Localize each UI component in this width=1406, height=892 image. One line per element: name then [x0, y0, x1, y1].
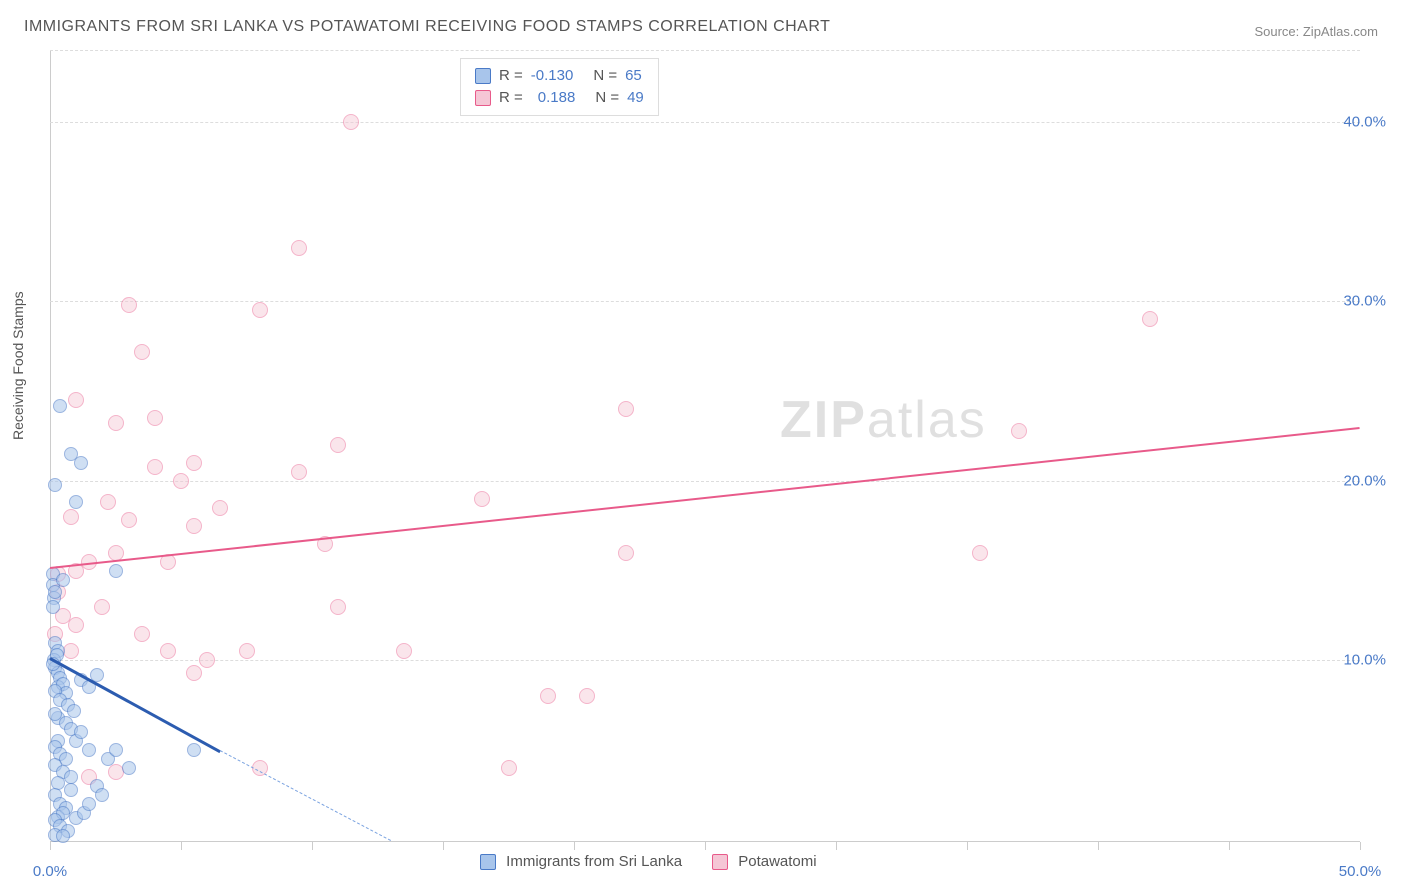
data-point-pink: [474, 491, 490, 507]
correlation-legend-row-blue: R = -0.130 N = 65: [475, 65, 644, 87]
data-point-pink: [501, 760, 517, 776]
legend-swatch-pink: [475, 90, 491, 106]
data-point-blue: [82, 797, 96, 811]
x-tick-mark: [443, 842, 444, 850]
series-name-pink: Potawatomi: [738, 853, 816, 870]
data-point-pink: [291, 240, 307, 256]
data-point-blue: [64, 783, 78, 797]
source-value: ZipAtlas.com: [1303, 24, 1378, 39]
r-value-pink: 0.188: [538, 87, 576, 109]
correlation-legend: R = -0.130 N = 65 R = 0.188 N = 49: [460, 58, 659, 116]
source-attribution: Source: ZipAtlas.com: [1254, 24, 1378, 39]
legend-swatch-blue: [475, 68, 491, 84]
series-legend: Immigrants from Sri Lanka Potawatomi: [480, 853, 817, 870]
data-point-pink: [121, 297, 137, 313]
n-value-blue: 65: [625, 65, 642, 87]
data-point-blue: [56, 829, 70, 843]
data-point-pink: [186, 455, 202, 471]
data-point-pink: [63, 643, 79, 659]
data-point-blue: [109, 564, 123, 578]
data-point-blue: [56, 573, 70, 587]
x-tick-mark: [1229, 842, 1230, 850]
data-point-pink: [186, 518, 202, 534]
data-point-pink: [147, 410, 163, 426]
data-point-pink: [147, 459, 163, 475]
data-point-pink: [330, 599, 346, 615]
y-axis-label: Receiving Food Stamps: [10, 291, 26, 440]
data-point-pink: [972, 545, 988, 561]
data-point-pink: [540, 688, 556, 704]
x-tick-mark: [50, 842, 51, 850]
chart-title: IMMIGRANTS FROM SRI LANKA VS POTAWATOMI …: [24, 18, 830, 36]
data-point-pink: [252, 302, 268, 318]
data-point-pink: [134, 344, 150, 360]
data-point-pink: [121, 512, 137, 528]
data-point-pink: [134, 626, 150, 642]
data-point-pink: [199, 652, 215, 668]
data-point-pink: [212, 500, 228, 516]
data-point-pink: [291, 464, 307, 480]
x-tick-mark: [967, 842, 968, 850]
data-point-blue: [69, 495, 83, 509]
plot-area: [50, 50, 1360, 840]
data-point-pink: [1142, 311, 1158, 327]
x-tick-mark: [836, 842, 837, 850]
data-point-pink: [173, 473, 189, 489]
data-point-pink: [94, 599, 110, 615]
r-label: R =: [499, 65, 523, 87]
r-label: R =: [499, 87, 523, 109]
data-point-pink: [343, 114, 359, 130]
data-point-blue: [82, 743, 96, 757]
data-point-pink: [100, 494, 116, 510]
trend-line: [50, 427, 1360, 569]
data-point-blue: [95, 788, 109, 802]
x-tick-label: 0.0%: [33, 863, 67, 880]
data-point-pink: [68, 617, 84, 633]
x-tick-mark: [181, 842, 182, 850]
x-tick-mark: [312, 842, 313, 850]
data-point-blue: [187, 743, 201, 757]
data-point-pink: [579, 688, 595, 704]
series-legend-item-pink: Potawatomi: [712, 853, 817, 870]
data-point-blue: [122, 761, 136, 775]
series-name-blue: Immigrants from Sri Lanka: [506, 853, 682, 870]
data-point-blue: [53, 399, 67, 413]
n-label: N =: [595, 87, 619, 109]
x-tick-mark: [1360, 842, 1361, 850]
n-label: N =: [593, 65, 617, 87]
data-point-pink: [108, 415, 124, 431]
data-point-pink: [396, 643, 412, 659]
x-tick-mark: [1098, 842, 1099, 850]
trend-line: [220, 750, 391, 841]
legend-swatch-blue: [480, 854, 496, 870]
x-tick-label: 50.0%: [1339, 863, 1382, 880]
legend-swatch-pink: [712, 854, 728, 870]
data-point-blue: [67, 704, 81, 718]
data-point-pink: [1011, 423, 1027, 439]
data-point-blue: [46, 600, 60, 614]
data-point-blue: [48, 585, 62, 599]
correlation-legend-row-pink: R = 0.188 N = 49: [475, 87, 644, 109]
series-legend-item-blue: Immigrants from Sri Lanka: [480, 853, 682, 870]
data-point-pink: [68, 392, 84, 408]
data-point-pink: [330, 437, 346, 453]
data-point-blue: [109, 743, 123, 757]
x-tick-mark: [574, 842, 575, 850]
data-point-blue: [74, 725, 88, 739]
data-point-pink: [239, 643, 255, 659]
n-value-pink: 49: [627, 87, 644, 109]
data-point-blue: [64, 770, 78, 784]
data-point-pink: [618, 401, 634, 417]
data-point-pink: [618, 545, 634, 561]
data-point-pink: [63, 509, 79, 525]
data-point-pink: [186, 665, 202, 681]
data-point-pink: [160, 643, 176, 659]
r-value-blue: -0.130: [531, 65, 574, 87]
data-point-blue: [74, 456, 88, 470]
source-label: Source:: [1254, 24, 1302, 39]
data-point-blue: [48, 478, 62, 492]
x-tick-mark: [705, 842, 706, 850]
